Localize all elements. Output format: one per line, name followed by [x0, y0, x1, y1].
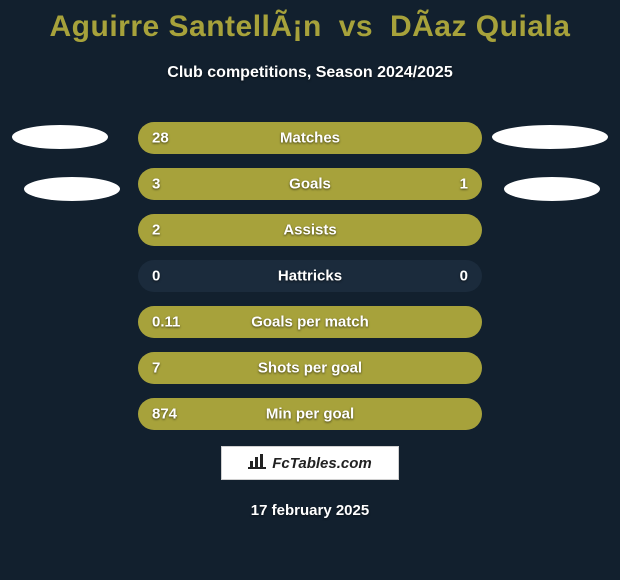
stat-row: Goals3 1	[138, 168, 482, 200]
stat-row: Shots per goal7	[138, 352, 482, 384]
stat-label: Goals per match	[138, 314, 482, 331]
stat-label: Assists	[138, 222, 482, 239]
comparison-infographic: Aguirre SantellÃ¡n vs DÃaz Quiala Club c…	[0, 0, 620, 580]
subtitle: Club competitions, Season 2024/2025	[0, 64, 620, 82]
title-player-left: Aguirre SantellÃ¡n	[50, 10, 322, 43]
stat-value-left: 0.11	[152, 314, 180, 331]
stat-row: Hattricks0 0	[138, 260, 482, 292]
title-vs: vs	[339, 10, 373, 43]
stat-label: Matches	[138, 130, 482, 147]
stat-value-left: 28	[152, 130, 169, 147]
stat-value-left: 7	[152, 360, 160, 377]
stat-value-left: 3	[152, 176, 160, 193]
stat-rows: Matches28 Goals3 1 Assists2 Hattricks0 0 Goals…	[0, 122, 620, 430]
stat-row: Matches28	[138, 122, 482, 154]
stat-value-right: 0	[460, 268, 468, 285]
stat-row: Goals per match0.11	[138, 306, 482, 338]
stat-label: Goals	[138, 176, 482, 193]
stat-value-right: 1	[460, 176, 468, 193]
stat-label: Shots per goal	[138, 360, 482, 377]
stat-value-left: 0	[152, 268, 160, 285]
stat-label: Min per goal	[138, 406, 482, 423]
stat-row: Assists2	[138, 214, 482, 246]
date-footer: 17 february 2025	[0, 502, 620, 519]
page-title: Aguirre SantellÃ¡n vs DÃaz Quiala	[0, 10, 620, 44]
stat-value-left: 874	[152, 406, 177, 423]
chart-icon	[248, 453, 266, 474]
title-player-right: DÃaz Quiala	[390, 10, 571, 43]
branding-text: FcTables.com	[272, 455, 371, 472]
stat-label: Hattricks	[138, 268, 482, 285]
stat-row: Min per goal874	[138, 398, 482, 430]
branding-badge: FcTables.com	[221, 446, 399, 480]
stat-value-left: 2	[152, 222, 160, 239]
